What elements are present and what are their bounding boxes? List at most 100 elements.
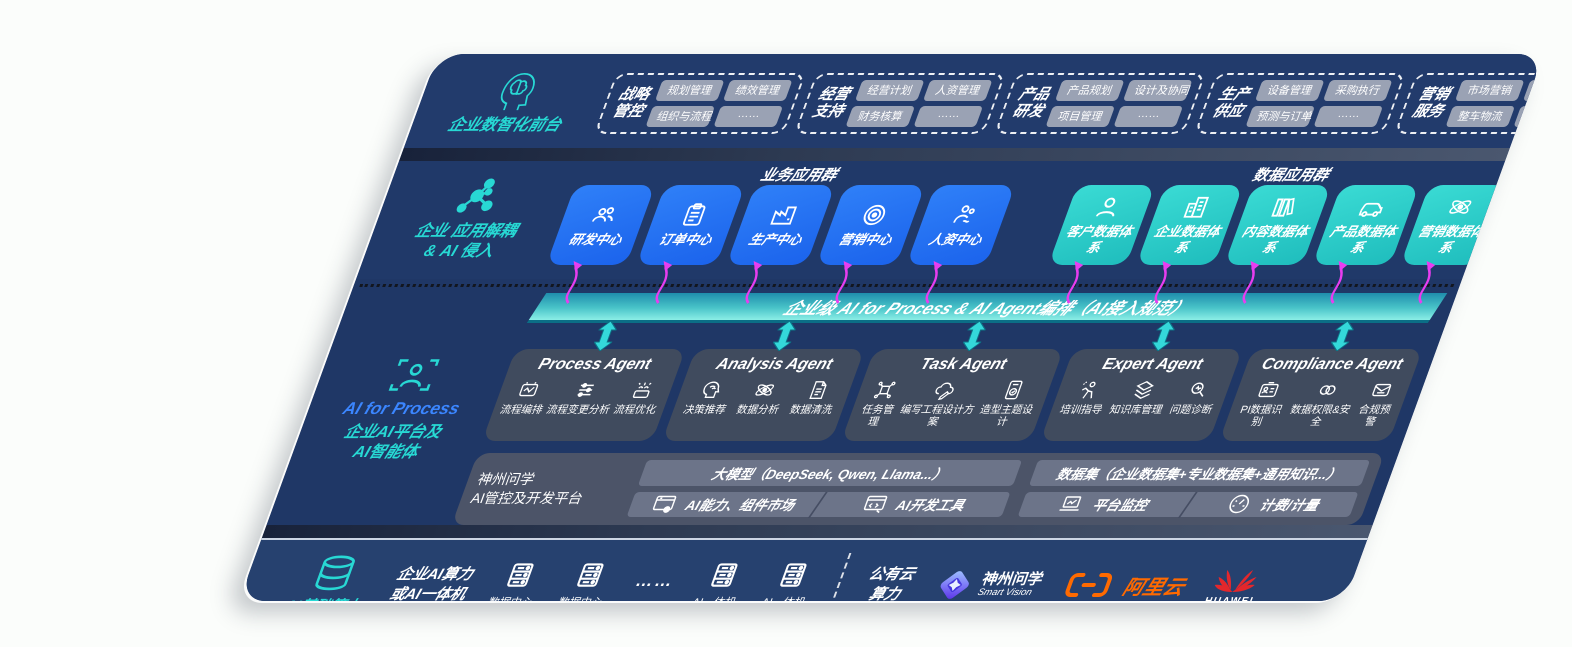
flow-arrow	[1066, 261, 1084, 304]
chip: ……	[1313, 105, 1384, 127]
infra-node-datacenter-1: 数据中心	[486, 560, 548, 601]
platform-cell-market: AI能力、组件市场	[626, 492, 820, 518]
atom-icon	[750, 379, 780, 401]
flow-arrow	[1418, 261, 1436, 304]
data-box-marketing: 营销数据体系	[1400, 185, 1508, 304]
diagnose-icon	[1183, 379, 1213, 401]
infra-label: AI基础算力	[281, 598, 363, 601]
data-permission-icon	[1313, 379, 1343, 401]
ai-layer-label-block: AI for Process 企业AI平台及 AI智能体	[267, 293, 536, 525]
data-box-content: 内容数据体系	[1224, 185, 1332, 304]
dotted-boundary-line	[359, 284, 1455, 287]
vendor-alicloud: 阿里云	[1061, 571, 1190, 600]
chip: 人资管理	[923, 79, 993, 101]
double-arrow-icon	[772, 321, 798, 351]
platform-cells-right: 平台监控 计费/计量	[1017, 491, 1359, 518]
app-box-rd-center: 研发中心	[546, 185, 656, 304]
infra-label-block: AI基础算力	[281, 554, 379, 601]
data-apps-header: 数据应用群	[1250, 166, 1332, 184]
cloud-edit-icon	[930, 379, 960, 401]
agent-item: 流程优化	[612, 379, 667, 416]
infra-node-ai-appliance-2: AI一体机	[759, 560, 821, 601]
data-clean-icon	[803, 379, 833, 401]
agent-card-process: Process Agent 流程编排 流程变更分析 流程优化	[482, 321, 686, 441]
vendor-smartvision: 神州问学 Smart Vision	[930, 567, 1047, 601]
app-box-production-center: 生产中心	[726, 185, 836, 304]
agents-row: Process Agent 流程编排 流程变更分析 流程优化 Analysis …	[482, 321, 1423, 441]
window-tools-icon	[859, 492, 892, 516]
knowledge-layers-icon	[1128, 379, 1158, 401]
chip: 预测与订单	[1245, 105, 1316, 127]
agent-card-compliance: Compliance Agent PI数据识别 数据权限&安全 合规预警	[1219, 321, 1423, 441]
enterprise-ai-architecture-diagram: 企业数智化前台 战略 管控 规划管理 绩效管理 组织与流程 …… 经营 支持 经营计…	[238, 54, 1544, 602]
alicloud-logo	[1065, 573, 1112, 597]
trainer-icon	[1073, 379, 1103, 401]
group-operation: 经营 支持 经营计划 人资管理 财务核算 ……	[794, 72, 1007, 134]
platform-cell-devtools: AI开发工具	[817, 492, 1011, 518]
app-layer-label-line2: & AI 侵入	[421, 243, 496, 260]
app-layer-label-line1: 企业 应用解耦	[412, 223, 520, 240]
team-icon	[587, 202, 622, 228]
platform-cell-billing: 计费/计量	[1186, 492, 1358, 518]
database-icon	[314, 555, 355, 590]
ellipsis-nodes: ……	[632, 571, 678, 590]
chip: 采购执行	[1323, 79, 1393, 101]
ai-for-process-label: AI for Process	[340, 399, 463, 418]
app-layer-label-block: 企业 应用解耦 & AI 侵入	[356, 161, 584, 279]
chip: 客户关系	[1523, 79, 1544, 101]
public-cloud-label: 公有云 算力	[866, 565, 918, 601]
chip: 整车物流	[1445, 105, 1516, 127]
front-office-groups: 战略 管控 规划管理 绩效管理 组织与流程 …… 经营 支持 经营计划 人资管理 财…	[594, 72, 1544, 134]
platform-cell-monitor: 平台监控	[1017, 492, 1189, 518]
flow-arrow	[1330, 261, 1348, 304]
chip: 项目管理	[1045, 105, 1116, 127]
server-icon	[500, 560, 541, 590]
enterprise-compute-label: 企业AI算力 或AI一体机	[387, 565, 476, 601]
agent-card-task: Task Agent 任务管理 编写工程设计方案 造型主题设计	[841, 321, 1064, 441]
double-arrow-icon	[961, 321, 987, 351]
agent-item: 数据分析	[735, 379, 790, 416]
vendor-huawei: HUAWEI	[1202, 564, 1268, 602]
app-box-hr-center: 人资中心	[906, 185, 1016, 304]
front-office-label: 企业数智化前台	[445, 117, 564, 134]
target-icon	[857, 202, 892, 228]
tablet-design-icon	[999, 379, 1029, 401]
chip: ……	[913, 105, 984, 127]
data-box-product: 产品数据体系	[1312, 185, 1420, 304]
server-icon	[570, 560, 611, 590]
group-product: 产品 研发 产品规划 设计及协同 项目管理 ……	[994, 72, 1207, 134]
flow-arrow	[925, 261, 943, 304]
factory-icon	[767, 202, 802, 228]
server-icon	[773, 560, 814, 590]
platform-subtitle: AI管控及开发平台	[468, 489, 586, 506]
flow-arrow	[745, 261, 763, 304]
chip: 绩效管理	[723, 79, 793, 101]
infra-node-datacenter-2: 数据中心	[556, 560, 618, 601]
double-arrow-icon	[592, 321, 618, 351]
business-app-boxes: 研发中心 订单中心 生产中心	[546, 185, 1016, 304]
group-strategy: 战略 管控 规划管理 绩效管理 组织与流程 ……	[594, 72, 807, 134]
platform-panel: 神州问学 AI管控及开发平台 大模型（DeepSeek, Qwen, Llama…	[451, 453, 1385, 525]
vendor-huawei-name: HUAWEI	[1202, 595, 1256, 602]
chip: ……	[1513, 105, 1544, 127]
group-marketing: 营销 服务 市场营销 客户关系 整车物流 ……	[1394, 72, 1544, 134]
person-scan-icon	[388, 359, 440, 391]
data-box-customer: 客户数据体系	[1048, 185, 1156, 304]
sliders-icon	[570, 379, 600, 401]
front-office-band: 企业数智化前台 战略 管控 规划管理 绩效管理 组织与流程 …… 经营 支持 经营计…	[403, 54, 1544, 148]
chip: 设备管理	[1255, 79, 1325, 101]
flow-arrow	[565, 261, 583, 304]
clipboard-icon	[677, 202, 712, 228]
car-icon	[1354, 194, 1389, 220]
flow-arrow	[655, 261, 673, 304]
agent-item: 决策推荐	[681, 379, 736, 416]
decision-head-icon	[697, 379, 727, 401]
huawei-logo	[1215, 569, 1258, 592]
data-app-boxes: 客户数据体系 企业数据体系 内容数据体系	[1048, 185, 1508, 304]
flow-arrow	[1242, 261, 1260, 304]
dashed-divider	[825, 553, 852, 601]
app-box-marketing-center: 营销中心	[816, 185, 926, 304]
double-arrow-icon	[1330, 321, 1355, 351]
chip: 经营计划	[855, 79, 925, 101]
front-office-label-block: 企业数智化前台	[408, 70, 617, 136]
